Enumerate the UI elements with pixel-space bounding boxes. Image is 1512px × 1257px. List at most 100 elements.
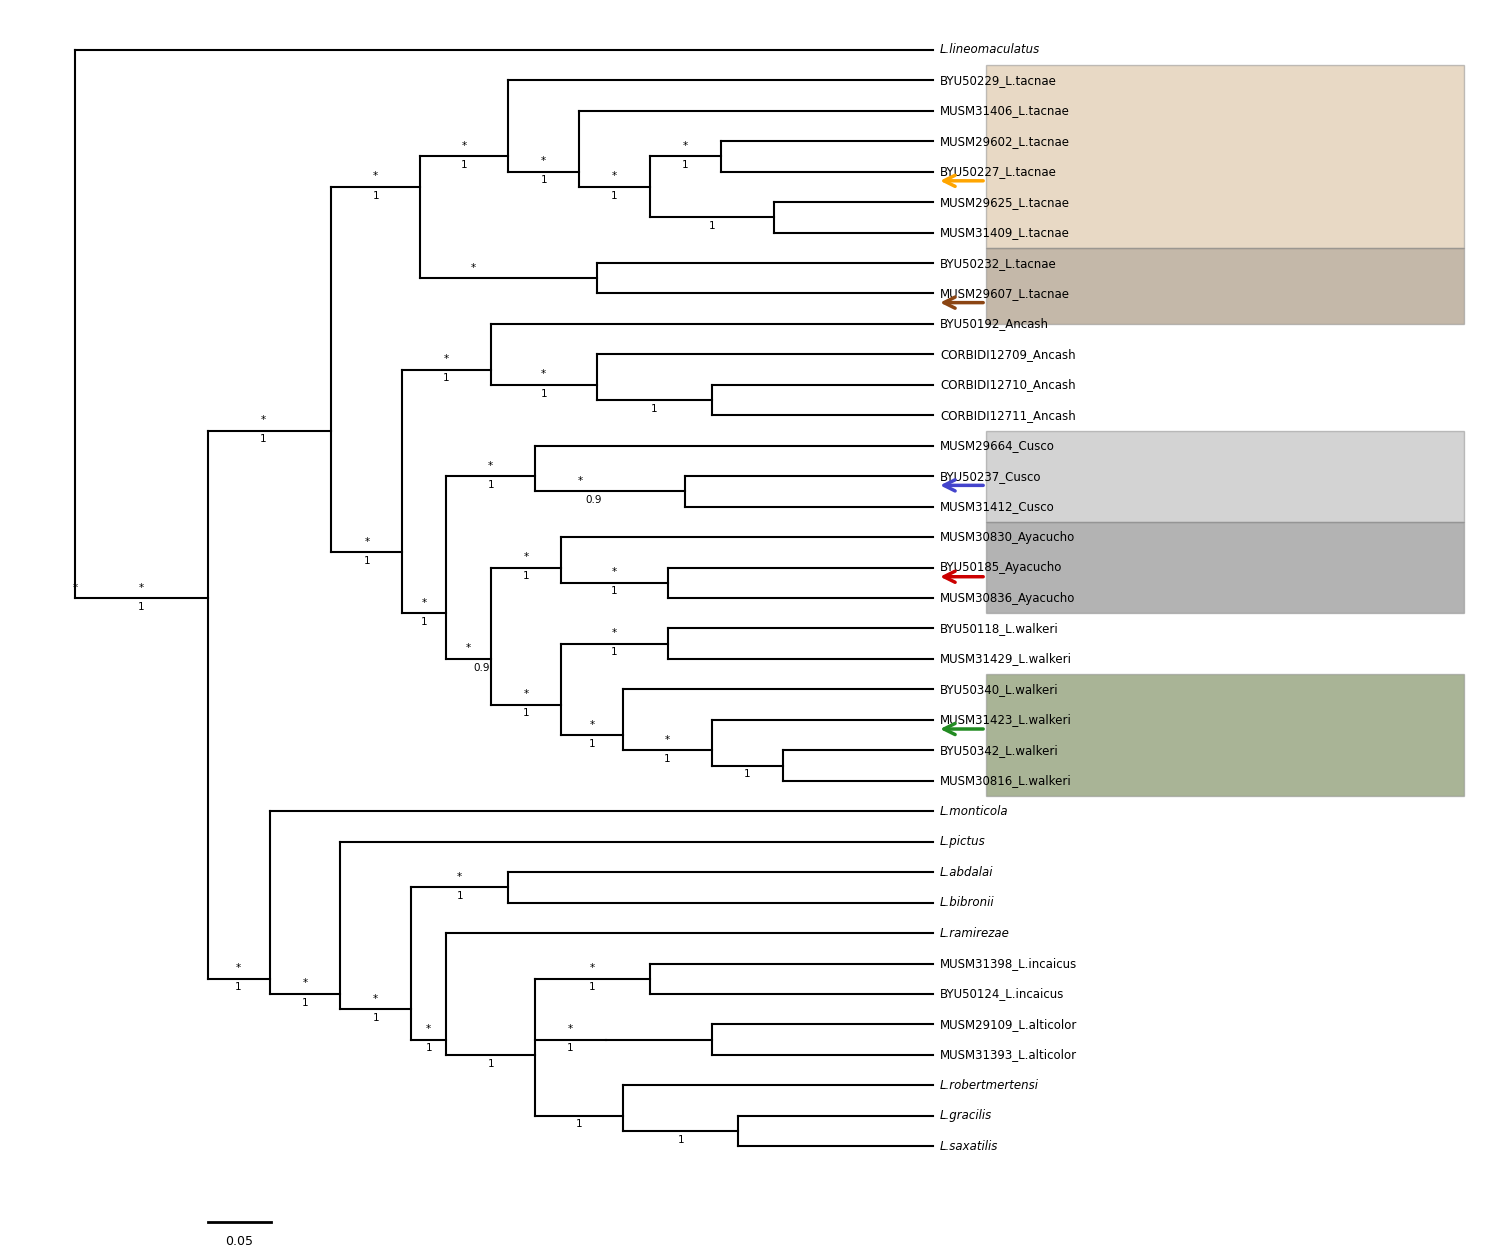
Text: 1: 1: [682, 160, 688, 170]
Text: L.ramirezae: L.ramirezae: [940, 926, 1010, 939]
Text: *: *: [445, 354, 449, 365]
Text: MUSM29625_L.tacnae: MUSM29625_L.tacnae: [940, 196, 1070, 209]
Text: 1: 1: [590, 739, 596, 749]
Text: 1: 1: [260, 434, 266, 444]
Text: *: *: [260, 415, 266, 425]
Text: *: *: [683, 141, 688, 151]
Text: MUSM29602_L.tacnae: MUSM29602_L.tacnae: [940, 134, 1070, 148]
Text: BYU50340_L.walkeri: BYU50340_L.walkeri: [940, 683, 1058, 696]
Text: L.monticola: L.monticola: [940, 804, 1009, 818]
Text: *: *: [578, 476, 582, 486]
Text: L.gracilis: L.gracilis: [940, 1109, 992, 1123]
Text: 0.9: 0.9: [585, 495, 602, 505]
Text: MUSM30816_L.walkeri: MUSM30816_L.walkeri: [940, 774, 1072, 787]
Text: *: *: [470, 263, 475, 273]
Text: *: *: [665, 735, 670, 745]
Text: 1: 1: [523, 571, 529, 581]
Text: *: *: [302, 978, 307, 988]
Text: 1: 1: [652, 403, 658, 414]
Text: 1: 1: [236, 983, 242, 992]
Text: BYU50229_L.tacnae: BYU50229_L.tacnae: [940, 74, 1057, 87]
Text: 1: 1: [372, 191, 380, 201]
Text: 1: 1: [540, 175, 547, 185]
Text: BYU50118_L.walkeri: BYU50118_L.walkeri: [940, 622, 1058, 635]
Bar: [986, 522, 1464, 613]
Text: 1: 1: [523, 708, 529, 718]
Text: CORBIDI12710_Ancash: CORBIDI12710_Ancash: [940, 378, 1075, 391]
Text: 1: 1: [664, 754, 671, 764]
Text: 1: 1: [420, 617, 428, 627]
Bar: [986, 65, 1464, 248]
Text: MUSM31409_L.tacnae: MUSM31409_L.tacnae: [940, 226, 1070, 239]
Text: MUSM29607_L.tacnae: MUSM29607_L.tacnae: [940, 287, 1070, 300]
Text: CORBIDI12709_Ancash: CORBIDI12709_Ancash: [940, 348, 1075, 361]
Text: 1: 1: [744, 769, 750, 779]
Text: *: *: [373, 994, 378, 1003]
Text: L.bibronii: L.bibronii: [940, 896, 995, 909]
Text: *: *: [612, 567, 617, 577]
Text: 1: 1: [540, 388, 547, 398]
Text: 1: 1: [487, 480, 494, 490]
Text: 1: 1: [677, 1135, 683, 1145]
Text: MUSM31429_L.walkeri: MUSM31429_L.walkeri: [940, 652, 1072, 665]
Text: MUSM31393_L.alticolor: MUSM31393_L.alticolor: [940, 1048, 1077, 1061]
Text: MUSM30836_Ayacucho: MUSM30836_Ayacucho: [940, 592, 1075, 605]
Text: L.abdalai: L.abdalai: [940, 866, 993, 879]
Text: *: *: [567, 1024, 573, 1035]
Text: 1: 1: [372, 1013, 380, 1023]
Text: BYU50237_Cusco: BYU50237_Cusco: [940, 470, 1042, 483]
Text: BYU50232_L.tacnae: BYU50232_L.tacnae: [940, 256, 1057, 269]
Text: L.saxatilis: L.saxatilis: [940, 1140, 998, 1153]
Text: 1: 1: [709, 221, 715, 231]
Text: *: *: [523, 689, 529, 699]
Text: 1: 1: [425, 1043, 432, 1053]
Text: *: *: [612, 628, 617, 639]
Bar: [986, 674, 1464, 796]
Text: L.lineomaculatus: L.lineomaculatus: [940, 43, 1040, 57]
Text: 1: 1: [487, 1058, 494, 1068]
Text: BYU50227_L.tacnae: BYU50227_L.tacnae: [940, 165, 1057, 178]
Text: BYU50342_L.walkeri: BYU50342_L.walkeri: [940, 744, 1058, 757]
Text: *: *: [364, 537, 369, 547]
Text: *: *: [612, 171, 617, 181]
Text: 1: 1: [301, 998, 308, 1008]
Text: *: *: [373, 171, 378, 181]
Text: 1: 1: [138, 602, 145, 612]
Text: *: *: [590, 719, 594, 729]
Bar: [986, 431, 1464, 522]
Text: MUSM31406_L.tacnae: MUSM31406_L.tacnae: [940, 104, 1070, 117]
Text: MUSM29109_L.alticolor: MUSM29109_L.alticolor: [940, 1018, 1078, 1031]
Text: *: *: [488, 461, 493, 470]
Text: MUSM31412_Cusco: MUSM31412_Cusco: [940, 500, 1055, 513]
Text: L.pictus: L.pictus: [940, 835, 986, 848]
Text: *: *: [139, 582, 144, 592]
Text: 0.9: 0.9: [473, 662, 490, 672]
Text: *: *: [426, 1024, 431, 1035]
Text: *: *: [541, 370, 546, 380]
Text: *: *: [523, 552, 529, 562]
Bar: [986, 248, 1464, 324]
Text: 1: 1: [611, 191, 618, 201]
Text: MUSM31423_L.walkeri: MUSM31423_L.walkeri: [940, 714, 1072, 727]
Text: *: *: [466, 644, 472, 654]
Text: BYU50185_Ayacucho: BYU50185_Ayacucho: [940, 561, 1063, 574]
Text: MUSM30830_Ayacucho: MUSM30830_Ayacucho: [940, 530, 1075, 543]
Text: L.robertmertensi: L.robertmertensi: [940, 1079, 1039, 1092]
Text: CORBIDI12711_Ancash: CORBIDI12711_Ancash: [940, 409, 1075, 422]
Text: 1: 1: [611, 587, 618, 597]
Text: MUSM31398_L.incaicus: MUSM31398_L.incaicus: [940, 957, 1077, 970]
Text: *: *: [461, 141, 467, 151]
Text: 1: 1: [567, 1043, 573, 1053]
Text: 1: 1: [461, 160, 467, 170]
Text: *: *: [422, 598, 426, 608]
Text: 1: 1: [590, 983, 596, 992]
Text: 1: 1: [363, 556, 370, 566]
Text: 1: 1: [576, 1120, 582, 1130]
Text: 0.05: 0.05: [225, 1234, 254, 1247]
Text: 1: 1: [443, 373, 449, 383]
Text: *: *: [541, 156, 546, 166]
Text: *: *: [73, 582, 77, 592]
Text: *: *: [457, 872, 463, 882]
Text: BYU50192_Ancash: BYU50192_Ancash: [940, 318, 1049, 331]
Text: *: *: [236, 963, 240, 973]
